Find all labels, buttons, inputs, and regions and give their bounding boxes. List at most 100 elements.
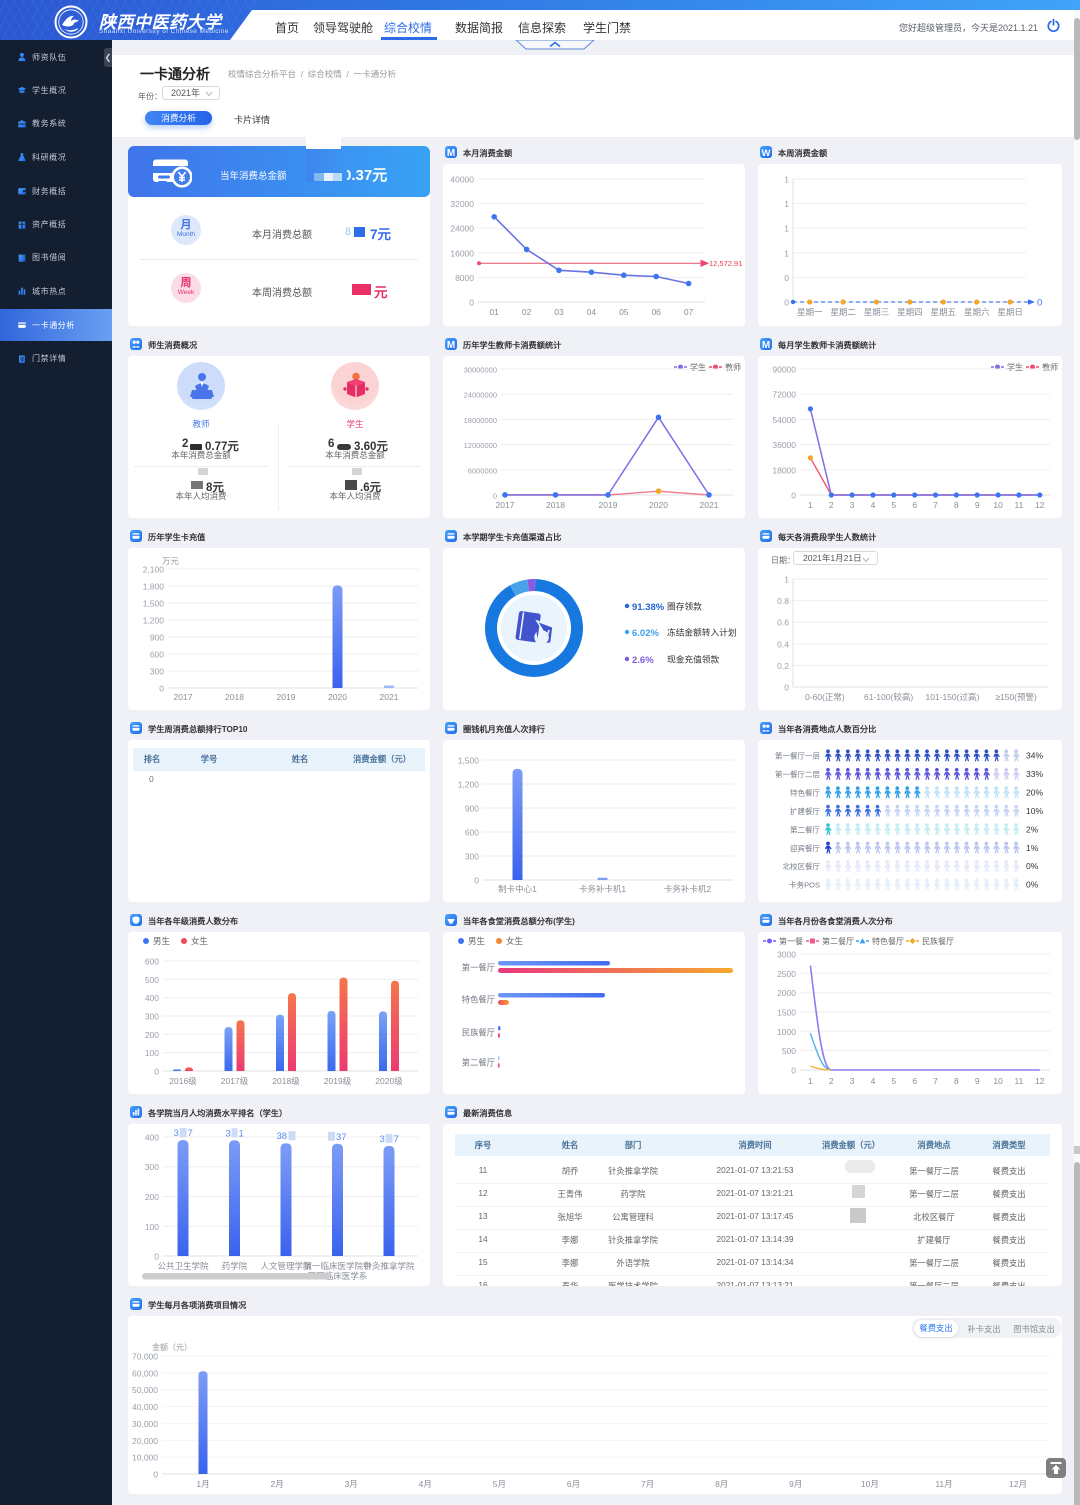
svg-text:2000: 2000 <box>777 988 796 998</box>
svg-text:学生: 学生 <box>690 362 706 372</box>
svg-text:60,000: 60,000 <box>132 1368 158 1378</box>
svg-text:2017: 2017 <box>496 500 515 510</box>
svg-text:第一临床医学院中: 第一临床医学院中 <box>303 1261 371 1271</box>
svg-text:1,200: 1,200 <box>143 616 165 626</box>
svg-text:38: 38 <box>277 1131 288 1142</box>
svg-text:北校区餐厅: 北校区餐厅 <box>783 861 821 871</box>
svg-text:91.38%: 91.38% <box>632 602 665 613</box>
svg-text:1: 1 <box>784 575 789 585</box>
svg-text:05: 05 <box>619 307 629 317</box>
svg-text:制卡中心1: 制卡中心1 <box>498 884 537 894</box>
svg-text:10月: 10月 <box>861 1479 879 1489</box>
svg-text:0: 0 <box>791 1066 796 1076</box>
svg-text:07: 07 <box>684 307 694 317</box>
svg-text:第二餐厅: 第二餐厅 <box>822 936 854 946</box>
svg-text:600: 600 <box>145 957 159 967</box>
svg-text:0.4: 0.4 <box>777 639 789 649</box>
svg-text:6000000: 6000000 <box>468 466 497 475</box>
svg-text:18000000: 18000000 <box>464 416 497 425</box>
svg-text:女生: 女生 <box>506 936 524 946</box>
svg-text:2020: 2020 <box>328 692 347 702</box>
svg-text:女生: 女生 <box>191 936 209 946</box>
svg-text:10%: 10% <box>1026 806 1043 816</box>
svg-text:2500: 2500 <box>777 969 796 979</box>
svg-text:12: 12 <box>1035 1076 1045 1086</box>
svg-text:300: 300 <box>145 1162 159 1172</box>
svg-text:10: 10 <box>993 1076 1003 1086</box>
svg-text:7: 7 <box>188 1128 193 1139</box>
svg-text:54000: 54000 <box>772 415 796 425</box>
svg-text:学生: 学生 <box>1007 362 1023 372</box>
svg-text:0: 0 <box>153 1470 158 1480</box>
svg-text:1: 1 <box>784 224 789 234</box>
svg-text:300: 300 <box>145 1012 159 1022</box>
svg-text:5: 5 <box>891 500 896 510</box>
svg-text:18000: 18000 <box>772 465 796 475</box>
svg-text:1,800: 1,800 <box>143 582 165 592</box>
svg-text:星期六: 星期六 <box>964 307 990 317</box>
svg-text:3月: 3月 <box>345 1479 358 1489</box>
svg-text:10,000: 10,000 <box>132 1453 158 1463</box>
svg-text:4: 4 <box>871 500 876 510</box>
svg-text:61-100(较高): 61-100(较高) <box>864 692 913 702</box>
svg-text:11: 11 <box>1014 1076 1023 1086</box>
svg-text:0: 0 <box>784 683 789 693</box>
svg-text:2%: 2% <box>1026 824 1039 834</box>
svg-text:8: 8 <box>954 500 959 510</box>
svg-text:30000000: 30000000 <box>464 366 497 375</box>
svg-text:70,000: 70,000 <box>132 1352 158 1362</box>
svg-text:500: 500 <box>145 975 159 985</box>
svg-text:5月: 5月 <box>493 1479 506 1489</box>
svg-text:34%: 34% <box>1026 751 1043 761</box>
svg-text:人文管理学院: 人文管理学院 <box>260 1261 312 1271</box>
svg-text:0: 0 <box>159 684 164 694</box>
svg-text:8月: 8月 <box>715 1479 728 1489</box>
svg-text:扩建餐厅: 扩建餐厅 <box>790 806 820 816</box>
svg-text:100: 100 <box>145 1222 159 1232</box>
svg-text:特色餐厅: 特色餐厅 <box>790 787 820 797</box>
svg-text:特色餐厅: 特色餐厅 <box>872 936 904 946</box>
svg-text:0: 0 <box>154 1067 159 1077</box>
svg-text:11月: 11月 <box>935 1479 952 1489</box>
svg-text:6: 6 <box>912 500 917 510</box>
svg-text:50,000: 50,000 <box>132 1385 158 1395</box>
svg-text:民族餐厅: 民族餐厅 <box>462 1028 495 1038</box>
svg-text:9: 9 <box>975 1076 980 1086</box>
svg-text:300: 300 <box>150 667 164 677</box>
svg-text:400: 400 <box>145 1133 159 1143</box>
svg-text:9月: 9月 <box>789 1479 802 1489</box>
svg-text:2021: 2021 <box>380 692 399 702</box>
svg-text:男生: 男生 <box>153 936 171 946</box>
svg-text:卡务补卡机1: 卡务补卡机1 <box>579 884 627 894</box>
svg-text:教师: 教师 <box>725 362 741 372</box>
svg-text:900: 900 <box>150 633 164 643</box>
svg-text:20,000: 20,000 <box>132 1436 158 1446</box>
svg-text:32000: 32000 <box>450 199 474 209</box>
svg-text:0: 0 <box>784 298 789 308</box>
svg-text:1: 1 <box>808 500 813 510</box>
svg-text:3: 3 <box>174 1128 179 1139</box>
svg-text:第二餐厅: 第二餐厅 <box>462 1058 495 1068</box>
svg-text:M: M <box>447 340 455 350</box>
svg-text:20%: 20% <box>1026 787 1043 797</box>
svg-text:1,500: 1,500 <box>458 756 480 766</box>
svg-text:1: 1 <box>784 199 789 209</box>
svg-text:01: 01 <box>489 307 499 317</box>
svg-text:2,100: 2,100 <box>143 565 165 575</box>
svg-text:33%: 33% <box>1026 769 1043 779</box>
svg-text:04: 04 <box>587 307 597 317</box>
svg-text:1,500: 1,500 <box>143 599 165 609</box>
svg-text:0: 0 <box>784 273 789 283</box>
svg-text:72000: 72000 <box>772 390 796 400</box>
svg-text:金额（元）: 金额（元） <box>152 1342 192 1352</box>
svg-text:现金充值领款: 现金充值领款 <box>667 654 719 665</box>
svg-text:3000: 3000 <box>777 950 796 960</box>
svg-text:2021: 2021 <box>700 500 719 510</box>
svg-text:200: 200 <box>145 1030 159 1040</box>
svg-text:2018级: 2018级 <box>272 1076 300 1086</box>
svg-text:1: 1 <box>784 175 789 185</box>
svg-text:7: 7 <box>394 1134 399 1145</box>
svg-text:37: 37 <box>336 1132 347 1143</box>
svg-text:1500: 1500 <box>777 1008 796 1018</box>
svg-text:2: 2 <box>829 500 834 510</box>
